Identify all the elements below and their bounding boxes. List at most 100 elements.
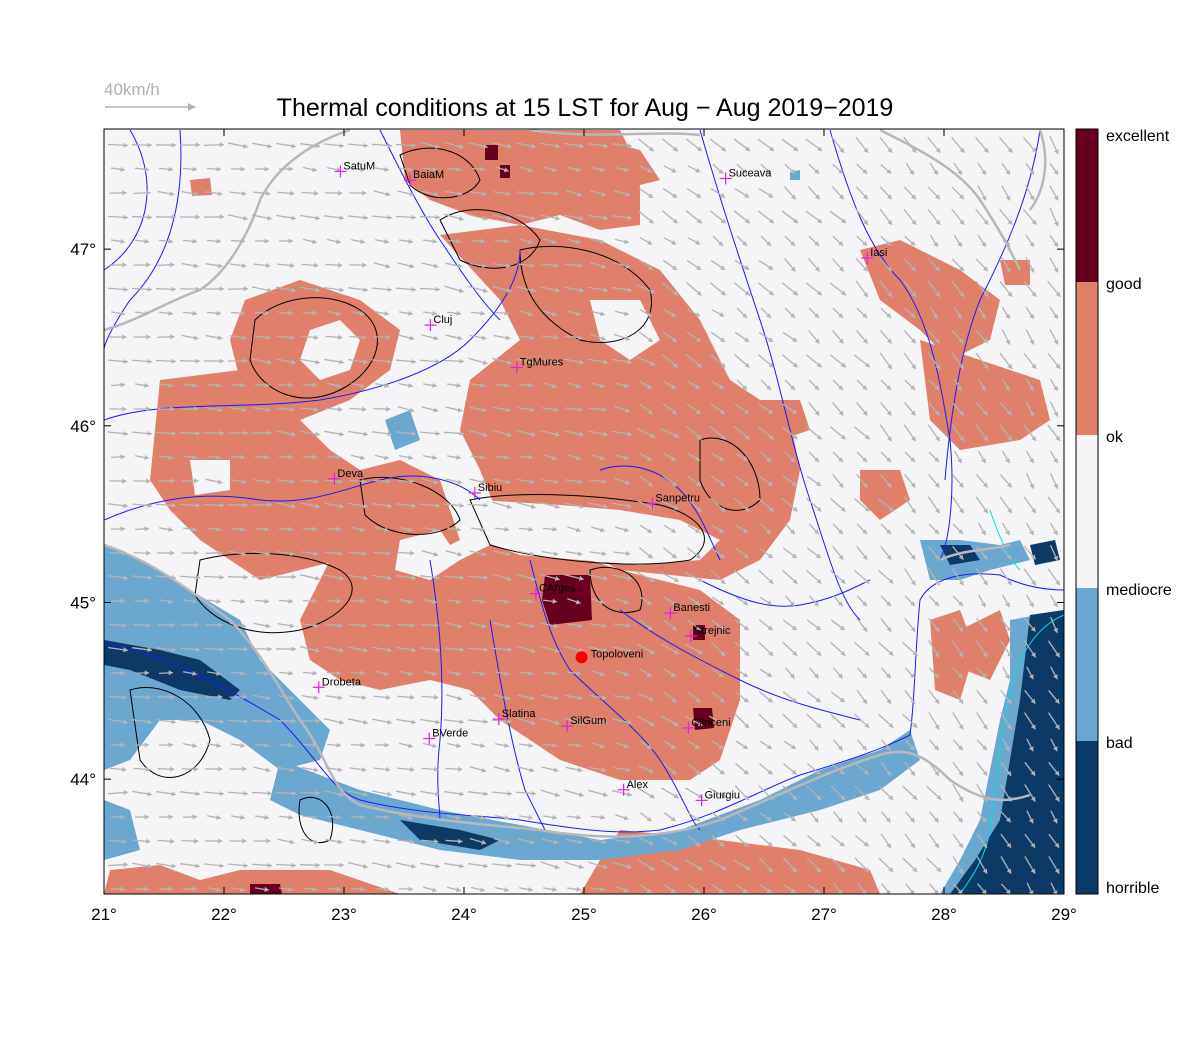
wind-arrow bbox=[158, 814, 174, 820]
wind-arrow bbox=[395, 142, 417, 148]
topoloveni-label: Topoloveni bbox=[591, 648, 644, 660]
wind-arrow bbox=[518, 886, 534, 893]
wind-arrow bbox=[134, 742, 150, 748]
wind-arrow bbox=[519, 310, 533, 317]
wind-arrow bbox=[687, 165, 701, 173]
wind-arrow bbox=[446, 166, 462, 172]
wind-arrow bbox=[806, 641, 822, 657]
wind-arrow bbox=[420, 790, 440, 797]
wind-arrow bbox=[953, 234, 963, 248]
wind-arrow bbox=[591, 166, 605, 173]
ok-region bbox=[190, 300, 720, 580]
wind-arrow bbox=[903, 402, 917, 416]
wind-arrow bbox=[567, 598, 581, 605]
wind-arrow bbox=[253, 838, 271, 844]
wind-arrow bbox=[107, 358, 129, 365]
wind-arrow bbox=[157, 766, 175, 772]
wind-arrow bbox=[927, 330, 941, 344]
wind-arrow bbox=[711, 740, 725, 750]
wind-arrow bbox=[615, 454, 629, 461]
wind-arrow bbox=[254, 598, 270, 604]
wind-arrow bbox=[179, 574, 201, 580]
wind-arrow bbox=[567, 382, 581, 389]
wind-arrow bbox=[229, 694, 247, 700]
wind-arrow bbox=[976, 712, 988, 730]
wind-arrow bbox=[182, 526, 198, 532]
wind-arrow bbox=[758, 425, 774, 441]
wind-arrow bbox=[880, 617, 892, 633]
wind-arrow bbox=[251, 790, 273, 796]
city-baiam: BaiaM bbox=[404, 169, 444, 187]
wind-arrow bbox=[805, 426, 823, 440]
wind-arrow bbox=[542, 526, 558, 532]
wind-arrow bbox=[806, 763, 822, 775]
wind-arrow bbox=[397, 550, 415, 556]
wind-arrow bbox=[422, 238, 438, 244]
wind-arrow bbox=[107, 286, 129, 293]
wind-arrow bbox=[467, 502, 489, 508]
wind-arrow bbox=[468, 863, 488, 869]
wind-arrow bbox=[904, 761, 916, 777]
wind-arrow bbox=[1049, 329, 1059, 345]
wind-arrow bbox=[684, 715, 704, 727]
wind-arrow bbox=[808, 523, 820, 535]
wind-arrow bbox=[1023, 496, 1037, 514]
wind-arrow bbox=[758, 547, 774, 559]
wind-arrow bbox=[564, 142, 584, 149]
wind-arrow bbox=[301, 262, 319, 268]
wind-arrow bbox=[1026, 882, 1034, 894]
wind-arrow bbox=[591, 454, 605, 461]
wind-arrow bbox=[251, 430, 273, 436]
wind-arrow bbox=[1050, 738, 1058, 752]
city-label: Banesti bbox=[673, 602, 710, 614]
wind-arrow bbox=[518, 526, 534, 532]
lon-tick-8: 29° bbox=[1051, 129, 1077, 924]
wind-arrow bbox=[877, 569, 895, 585]
wind-arrow bbox=[445, 262, 463, 269]
wind-arrow bbox=[302, 454, 318, 460]
wind-arrow bbox=[613, 622, 631, 629]
wind-arrow bbox=[467, 791, 489, 797]
wind-arrow bbox=[735, 884, 749, 894]
wind-arrow bbox=[1048, 833, 1060, 849]
wind-arrow bbox=[156, 790, 176, 797]
wind-arrow bbox=[613, 838, 631, 845]
wind-arrow bbox=[975, 136, 989, 154]
wind-arrow bbox=[661, 138, 679, 152]
wind-arrow bbox=[735, 452, 749, 462]
wind-arrow bbox=[808, 667, 820, 679]
wind-arrow bbox=[518, 742, 534, 748]
wind-arrow bbox=[735, 763, 749, 775]
wind-arrow bbox=[421, 622, 439, 628]
wind-arrow bbox=[254, 886, 270, 892]
wind-arrow bbox=[975, 402, 989, 416]
wind-arrow bbox=[1025, 185, 1035, 201]
wind-arrow bbox=[928, 474, 940, 488]
wind-arrow bbox=[999, 496, 1013, 514]
wind-arrow bbox=[781, 426, 799, 440]
wind-arrow bbox=[1025, 306, 1035, 320]
wind-arrow bbox=[588, 789, 608, 797]
wind-arrow bbox=[808, 451, 820, 463]
wind-arrow bbox=[637, 859, 655, 871]
wind-arrow bbox=[254, 238, 270, 244]
wind-arrow bbox=[397, 766, 415, 772]
wind-arrow bbox=[856, 739, 868, 751]
wind-arrow bbox=[832, 523, 844, 535]
legend-colorbar: excellent good ok mediocre bad horrible bbox=[1075, 128, 1172, 897]
wind-arrow bbox=[229, 622, 247, 629]
wind-arrow bbox=[952, 761, 964, 777]
wind-arrow bbox=[663, 524, 677, 534]
wind-arrow bbox=[615, 598, 629, 605]
wind-arrow bbox=[301, 478, 319, 485]
wind-arrow bbox=[109, 766, 127, 772]
wind-arrow bbox=[302, 310, 318, 316]
wind-arrow bbox=[469, 478, 487, 485]
wind-arrow bbox=[710, 475, 726, 487]
wind-arrow bbox=[447, 886, 461, 893]
wind-arrow bbox=[903, 258, 917, 272]
wind-arrow bbox=[566, 670, 582, 676]
wind-arrow bbox=[276, 502, 296, 509]
wind-arrow bbox=[396, 862, 416, 869]
wind-arrow bbox=[1050, 594, 1058, 608]
